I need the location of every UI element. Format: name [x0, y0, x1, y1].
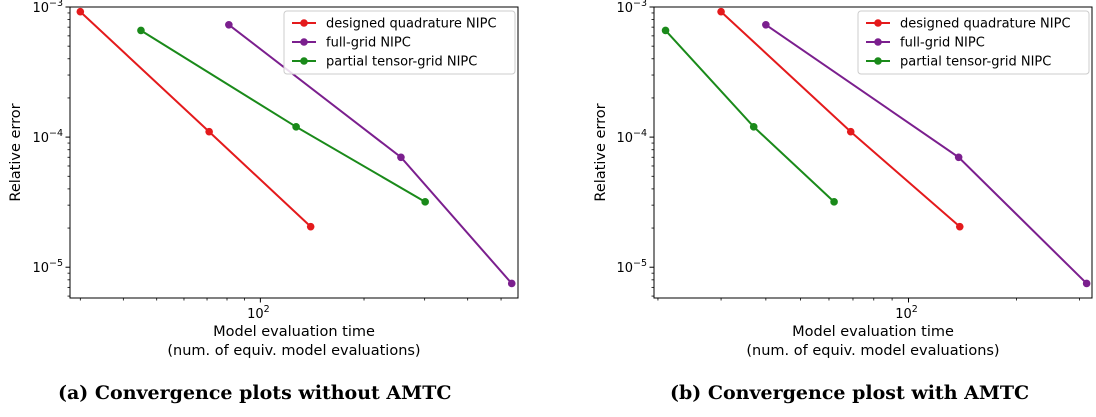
panel-b-legend-label-full-grid-nipc: full-grid NIPC: [900, 36, 985, 51]
panel-a-legend-label-full-grid-nipc: full-grid NIPC: [326, 36, 411, 51]
panel-b-x-axis-label-line1: Model evaluation time: [792, 324, 954, 340]
panel-a-data-point-partial-tensor-grid-nipc: [137, 26, 145, 35]
panel-a-legend-marker-designed-quadrature-nipc: [300, 19, 308, 27]
panel-a-legend-box: [283, 10, 516, 75]
panel-b-data-point-designed-quadrature-nipc: [846, 127, 855, 136]
panel-a-x-axis-label-line1: Model evaluation time: [213, 324, 375, 340]
panel-b-legend-marker-partial-tensor-grid-nipc: [874, 57, 882, 65]
panel-a-data-point-designed-quadrature-nipc: [205, 127, 213, 136]
panel-b-data-point-full-grid-nipc: [954, 153, 963, 162]
panel-b-data-point-full-grid-nipc: [762, 20, 770, 29]
panel-b-legend-box: [857, 10, 1090, 75]
panel-a-series-line-designed-quadrature-nipc: [79, 10, 312, 228]
panel-b-y-tick-label: 10−5: [616, 258, 647, 276]
panel-a-data-point-designed-quadrature-nipc: [306, 222, 315, 231]
panel-a-legend: designed quadrature NIPC full-grid NIPC pa…: [283, 10, 516, 75]
panel-a-data-point-partial-tensor-grid-nipc: [421, 198, 429, 206]
panel-a-legend-label-designed-quadrature-nipc: designed quadrature NIPC: [326, 17, 497, 32]
panel-b-data-point-partial-tensor-grid-nipc: [749, 123, 758, 131]
panel-b-data-point-designed-quadrature-nipc: [717, 7, 725, 16]
panel-a-y-tick-label: 10−5: [32, 258, 63, 276]
panel-a-legend-label-partial-tensor-grid-nipc: partial tensor-grid NIPC: [326, 55, 477, 70]
chart-panel-a: 102 10−3 10−4 10−5 Model evaluation time (num…: [8, 0, 519, 359]
panel-a-y-axis-label: Relative error: [8, 103, 24, 201]
panel-a-legend-marker-full-grid-nipc: [300, 38, 308, 46]
panel-a-data-point-partial-tensor-grid-nipc: [292, 123, 300, 131]
panel-b-y-tick-label: 10−4: [616, 128, 647, 146]
panel-a-legend-marker-partial-tensor-grid-nipc: [300, 57, 308, 65]
panel-b-legend-marker-full-grid-nipc: [874, 38, 882, 46]
panel-b-legend-marker-designed-quadrature-nipc: [874, 19, 882, 27]
panel-b-y-tick-label: 10−3: [616, 0, 647, 16]
panel-b-data-point-partial-tensor-grid-nipc: [661, 26, 670, 35]
panel-b-data-point-designed-quadrature-nipc: [955, 222, 964, 231]
panel-b-axes-frame: [653, 6, 1093, 299]
panel-a-axes-frame: [69, 6, 519, 299]
panel-b-legend-label-partial-tensor-grid-nipc: partial tensor-grid NIPC: [900, 55, 1051, 70]
panel-b-data-point-full-grid-nipc: [1082, 279, 1091, 288]
panel-a-data-point-full-grid-nipc: [225, 20, 233, 29]
panel-a-data-point-full-grid-nipc: [397, 153, 405, 162]
panel-b-caption: (b) Convergence plost with AMTC: [670, 382, 1030, 404]
panel-b-legend-label-designed-quadrature-nipc: designed quadrature NIPC: [900, 17, 1071, 32]
panel-b-x-tick-label: 102: [895, 304, 918, 322]
panel-a-x-tick-label: 102: [247, 304, 270, 322]
panel-b-data-point-partial-tensor-grid-nipc: [830, 198, 838, 206]
panel-a-y-tick-label: 10−4: [32, 128, 63, 146]
panel-b-series-line-partial-tensor-grid-nipc: [664, 29, 835, 203]
panel-a-y-tick-label: 10−3: [32, 0, 63, 16]
panel-b-legend: designed quadrature NIPC full-grid NIPC pa…: [857, 10, 1090, 75]
panel-b-y-axis-label: Relative error: [593, 103, 609, 201]
panel-b-x-axis-label-line2: (num. of equiv. model evaluations): [746, 343, 999, 359]
panel-a-data-point-designed-quadrature-nipc: [76, 7, 85, 16]
panel-a-caption: (a) Convergence plots without AMTC: [58, 382, 452, 404]
chart-panel-b: 102 10−3 10−4 10−5 Model evaluation time (num…: [593, 0, 1093, 359]
panel-a-data-point-full-grid-nipc: [507, 279, 516, 288]
panel-a-x-axis-label-line2: (num. of equiv. model evaluations): [167, 343, 420, 359]
